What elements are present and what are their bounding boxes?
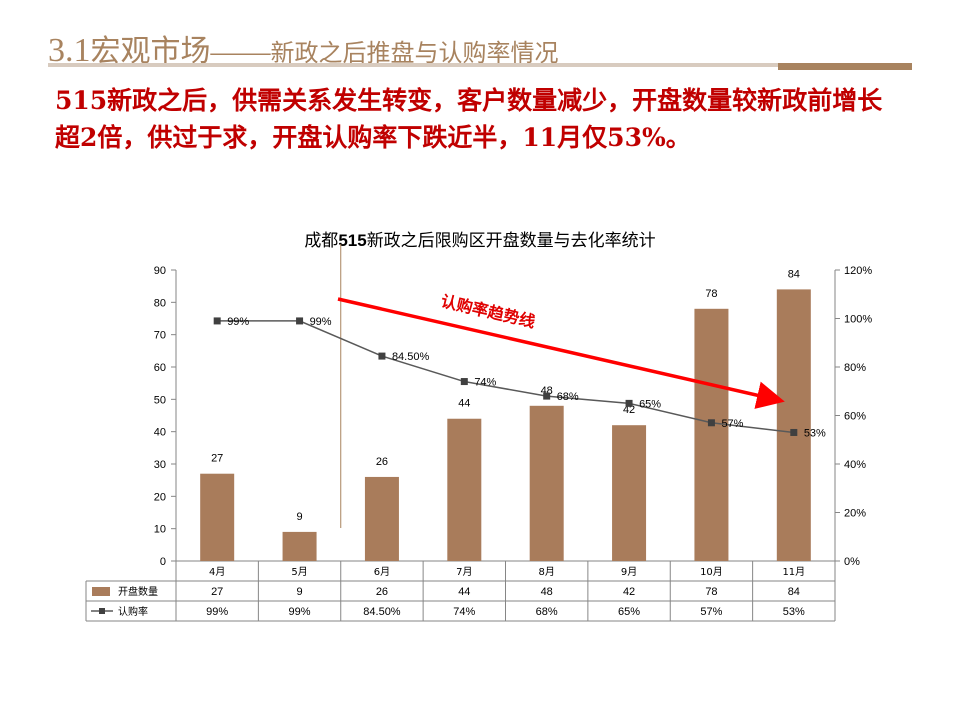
bar-value-label: 78 [705, 288, 717, 300]
legend-label-bars: 开盘数量 [118, 585, 158, 598]
y-right-tick-label: 80% [844, 362, 866, 374]
line-value-label: 65% [639, 398, 661, 410]
table-category-label: 9月 [621, 566, 637, 578]
y-left-tick-label: 20 [154, 491, 166, 503]
line-point [378, 352, 386, 360]
table-cell-rate: 99% [289, 606, 311, 618]
table-category-label: 10月 [700, 566, 723, 578]
chart-title-bold: 515 [338, 231, 367, 250]
table-cell-count: 26 [376, 586, 388, 598]
bar-value-label: 26 [376, 456, 388, 468]
table-cell-rate: 99% [206, 606, 228, 618]
table-cell-rate: 68% [536, 606, 558, 618]
y-left-tick-label: 0 [160, 556, 166, 568]
line-point [213, 317, 221, 325]
bar-value-label: 9 [297, 511, 303, 523]
line-point [790, 428, 798, 436]
table-cell-count: 84 [788, 586, 800, 598]
y-left-tick-label: 60 [154, 362, 166, 374]
table-cell-rate: 65% [618, 606, 640, 618]
y-left-tick-label: 90 [154, 265, 166, 277]
section-subtitle: 新政之后推盘与认购率情况 [270, 39, 559, 67]
y-left-tick-label: 70 [154, 330, 166, 342]
table-cell-count: 9 [297, 586, 303, 598]
title-rule-dark [778, 63, 912, 70]
bar [200, 473, 235, 561]
bar-value-label: 44 [458, 398, 470, 410]
y-right-tick-label: 40% [844, 459, 866, 471]
y-right-tick-label: 120% [844, 265, 872, 277]
title-rule-light [48, 63, 778, 67]
line-point [707, 419, 715, 427]
line-point [460, 378, 468, 386]
y-left-tick-label: 30 [154, 459, 166, 471]
line-value-label: 84.50% [392, 351, 430, 363]
section-number: 3.1 [48, 32, 91, 69]
y-right-tick-label: 60% [844, 411, 866, 423]
table-cell-count: 27 [211, 586, 223, 598]
bar [447, 418, 482, 561]
line-value-label: 57% [721, 418, 743, 430]
table-category-label: 7月 [456, 566, 472, 578]
line-value-label: 74% [474, 377, 496, 389]
bar-value-label: 84 [788, 268, 800, 280]
subscription-rate-line [217, 320, 794, 434]
table-cell-rate: 84.50% [363, 606, 401, 618]
bar [694, 308, 729, 561]
table-category-label: 5月 [291, 566, 307, 578]
bar [776, 289, 811, 561]
table-cell-count: 44 [458, 586, 470, 598]
line-value-label: 99% [227, 316, 249, 328]
bar [282, 531, 317, 561]
table-cell-rate: 74% [453, 606, 475, 618]
bar [529, 405, 564, 561]
legend-label-line: 认购率 [118, 605, 148, 618]
y-right-tick-label: 0% [844, 556, 860, 568]
chart-title-suffix: 新政之后限购区开盘数量与去化率统计 [366, 231, 656, 251]
legend-key-line-marker [99, 608, 105, 614]
y-right-tick-label: 20% [844, 508, 866, 520]
table-category-label: 6月 [374, 566, 390, 578]
trend-arrow [337, 297, 785, 409]
slide-title: 3.1宏观市场——新政之后推盘与认购率情况 [48, 26, 559, 72]
legend-key-bars [92, 587, 110, 596]
bar-value-label: 42 [623, 404, 635, 416]
table-cell-count: 78 [705, 586, 717, 598]
chart-title: 成都515新政之后限购区开盘数量与去化率统计 [0, 226, 960, 251]
line-point [296, 317, 304, 325]
bar [612, 425, 647, 561]
chart-title-prefix: 成都 [304, 231, 339, 251]
y-left-tick-label: 10 [154, 524, 166, 536]
table-cell-rate: 53% [783, 606, 805, 618]
line-value-label: 68% [557, 391, 579, 403]
table-category-label: 11月 [782, 566, 805, 578]
line-point [543, 392, 551, 400]
table-category-label: 8月 [539, 566, 555, 578]
table-cell-rate: 57% [700, 606, 722, 618]
y-left-tick-label: 40 [154, 427, 166, 439]
y-right-tick-label: 100% [844, 314, 872, 326]
table-category-label: 4月 [209, 566, 225, 578]
bar-value-label: 27 [211, 453, 223, 465]
title-dash: —— [210, 35, 271, 68]
line-value-label: 53% [804, 427, 826, 439]
y-left-tick-label: 50 [154, 394, 166, 406]
bar [364, 476, 399, 561]
y-left-tick-label: 80 [154, 297, 166, 309]
line-point [625, 399, 633, 407]
table-cell-count: 48 [541, 586, 553, 598]
table-cell-count: 42 [623, 586, 635, 598]
line-value-label: 99% [310, 316, 332, 328]
headline-text: 515新政之后，供需关系发生转变，客户数量减少，开盘数量较新政前增长超2倍，供过… [55, 86, 883, 152]
